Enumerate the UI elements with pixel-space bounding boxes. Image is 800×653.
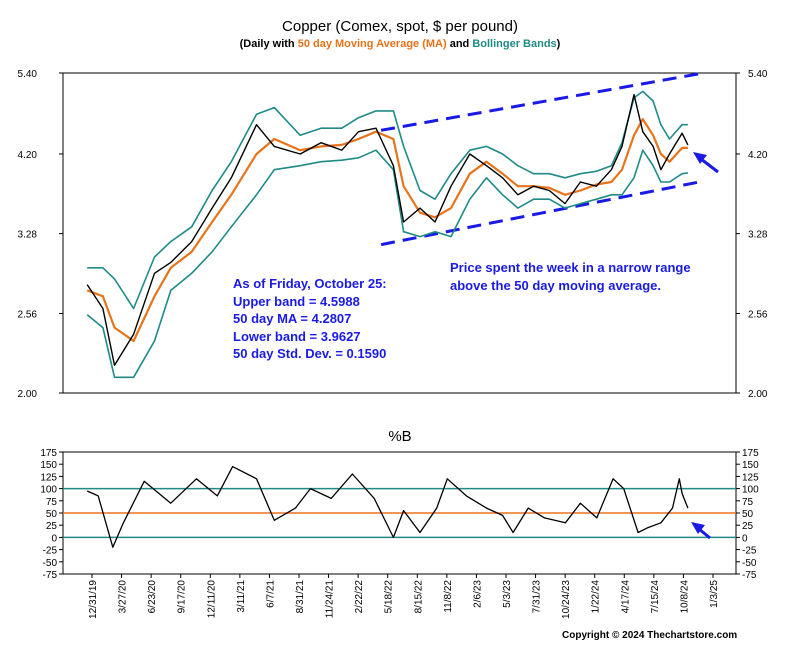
pb-y-tick-label-right: 50 — [742, 509, 754, 520]
x-tick-label: 8/31/21 — [295, 580, 306, 614]
pb-y-tick-label-left: 50 — [46, 509, 58, 520]
x-tick-label: 7/15/24 — [650, 580, 661, 614]
main-chart-layer: 2.00 2.00 2.56 2.56 3.28 3.28 4.20 4.20 5.40 5.40 — [18, 69, 768, 400]
pb-y-tick-label-right: -25 — [742, 546, 757, 557]
y-tick-label-right: 2.00 — [748, 389, 768, 400]
pb-y-tick-label-left: 150 — [40, 460, 57, 471]
x-tick-label: 5/18/22 — [384, 580, 395, 614]
subtitle-mid: and — [446, 38, 473, 50]
x-tick-label: 12/31/19 — [88, 580, 99, 619]
pb-y-tick-label-left: 75 — [46, 497, 58, 508]
y-tick-label-left: 3.28 — [18, 230, 38, 241]
pb-y-tick-label-left: -50 — [43, 558, 58, 569]
comment-annotation: Price spent the week in a narrow range a… — [450, 260, 691, 293]
pb-y-tick-label-left: 125 — [40, 472, 57, 483]
subtitle-suffix: ) — [556, 38, 561, 50]
percent-b-arrow-head — [691, 522, 705, 534]
pb-y-tick-label-right: 25 — [742, 521, 754, 532]
stats-line-1: As of Friday, October 25: — [233, 276, 387, 291]
x-tick-label: 8/15/22 — [413, 580, 424, 614]
comment-line-1: Price spent the week in a narrow range — [450, 260, 691, 275]
x-tick-label: 11/8/22 — [443, 580, 454, 613]
x-tick-label: 10/8/24 — [679, 580, 690, 614]
x-tick-label: 10/24/23 — [561, 580, 572, 619]
y-tick-label-right: 5.40 — [748, 69, 768, 80]
pb-y-tick-label-right: -75 — [742, 570, 757, 581]
pb-y-tick-label-left: 100 — [40, 485, 57, 496]
pb-y-tick-label-right: -50 — [742, 558, 757, 569]
y-tick-label-left: 4.20 — [18, 150, 38, 161]
pb-y-tick-label-left: 175 — [40, 448, 57, 459]
x-tick-label: 7/31/23 — [532, 580, 543, 614]
moving-average-line — [86, 117, 688, 343]
stats-line-2: Upper band = 4.5988 — [233, 294, 360, 309]
x-tick-label: 1/22/24 — [591, 580, 602, 614]
y-tick-label-left: 2.56 — [18, 309, 38, 320]
percent-b-arrow-shaft — [698, 527, 711, 540]
x-tick-layer: 12/31/19 3/27/20 6/23/20 9/17/20 12/11/20 3/1… — [88, 574, 720, 619]
pb-y-tick-label-left: 25 — [46, 521, 58, 532]
subtitle-prefix: (Daily with — [239, 38, 298, 50]
x-tick-label: 3/27/20 — [118, 580, 129, 614]
chart-subtitle: (Daily with 50 day Moving Average (MA) a… — [0, 38, 800, 50]
x-tick-label: 2/6/23 — [472, 580, 483, 608]
x-tick-label: 3/11/21 — [236, 580, 247, 613]
x-tick-label: 2/22/22 — [354, 580, 365, 614]
main-arrow — [693, 152, 719, 174]
pb-y-tick-label-left: 0 — [51, 533, 57, 544]
pb-y-tick-label-right: 0 — [742, 533, 748, 544]
x-tick-label: 11/24/21 — [325, 580, 336, 619]
y-tick-label-right: 3.28 — [748, 230, 768, 241]
main-arrow-head — [693, 152, 707, 164]
subtitle-bb-label: Bollinger Bands — [472, 38, 557, 50]
y-tick-label-left: 5.40 — [18, 69, 38, 80]
pb-y-tick-label-right: 150 — [742, 460, 759, 471]
y-tick-label-right: 4.20 — [748, 150, 768, 161]
x-tick-label: 6/23/20 — [147, 580, 158, 614]
x-tick-label: 5/3/23 — [502, 580, 513, 608]
x-tick-label: 12/11/20 — [206, 580, 217, 619]
x-tick-label: 6/7/21 — [265, 580, 276, 608]
upper-band-line — [87, 90, 688, 310]
main-plot-frame — [62, 72, 737, 394]
percent-b-title: %B — [388, 428, 412, 445]
comment-line-2: above the 50 day moving average. — [450, 278, 661, 293]
price-series-line — [86, 93, 689, 366]
stats-annotation: As of Friday, October 25: Upper band = 4… — [233, 276, 387, 361]
stats-line-4: Lower band = 3.9627 — [233, 329, 361, 344]
stats-line-5: 50 day Std. Dev. = 0.1590 — [233, 346, 386, 361]
pb-y-tick-label-right: 175 — [742, 448, 759, 459]
x-tick-label: 9/17/20 — [177, 580, 188, 614]
lower-band-line — [86, 149, 689, 379]
pb-y-tick-label-left: -75 — [43, 570, 58, 581]
pb-y-tick-label-right: 125 — [742, 472, 759, 483]
channel-line — [380, 179, 704, 247]
subtitle-ma-label: 50 day Moving Average (MA) — [297, 38, 447, 50]
y-tick-label-right: 2.56 — [748, 309, 768, 320]
stats-line-3: 50 day MA = 4.2807 — [233, 311, 351, 326]
channel-line — [380, 71, 704, 132]
percent-b-arrow — [691, 522, 711, 540]
pb-y-tick-label-right: 100 — [742, 485, 759, 496]
y-tick-label-left: 2.00 — [18, 389, 38, 400]
main-arrow-shaft — [700, 157, 719, 174]
chart-title: Copper (Comex, spot, $ per pound) — [282, 18, 518, 35]
x-tick-label: 4/17/24 — [620, 580, 631, 614]
pb-y-tick-label-right: 75 — [742, 497, 754, 508]
copyright-text: Copyright © 2024 Thechartstore.com — [562, 630, 738, 641]
percent-b-series-line — [86, 465, 689, 548]
x-tick-label: 1/3/25 — [709, 580, 720, 608]
pb-y-tick-label-left: -25 — [43, 546, 58, 557]
